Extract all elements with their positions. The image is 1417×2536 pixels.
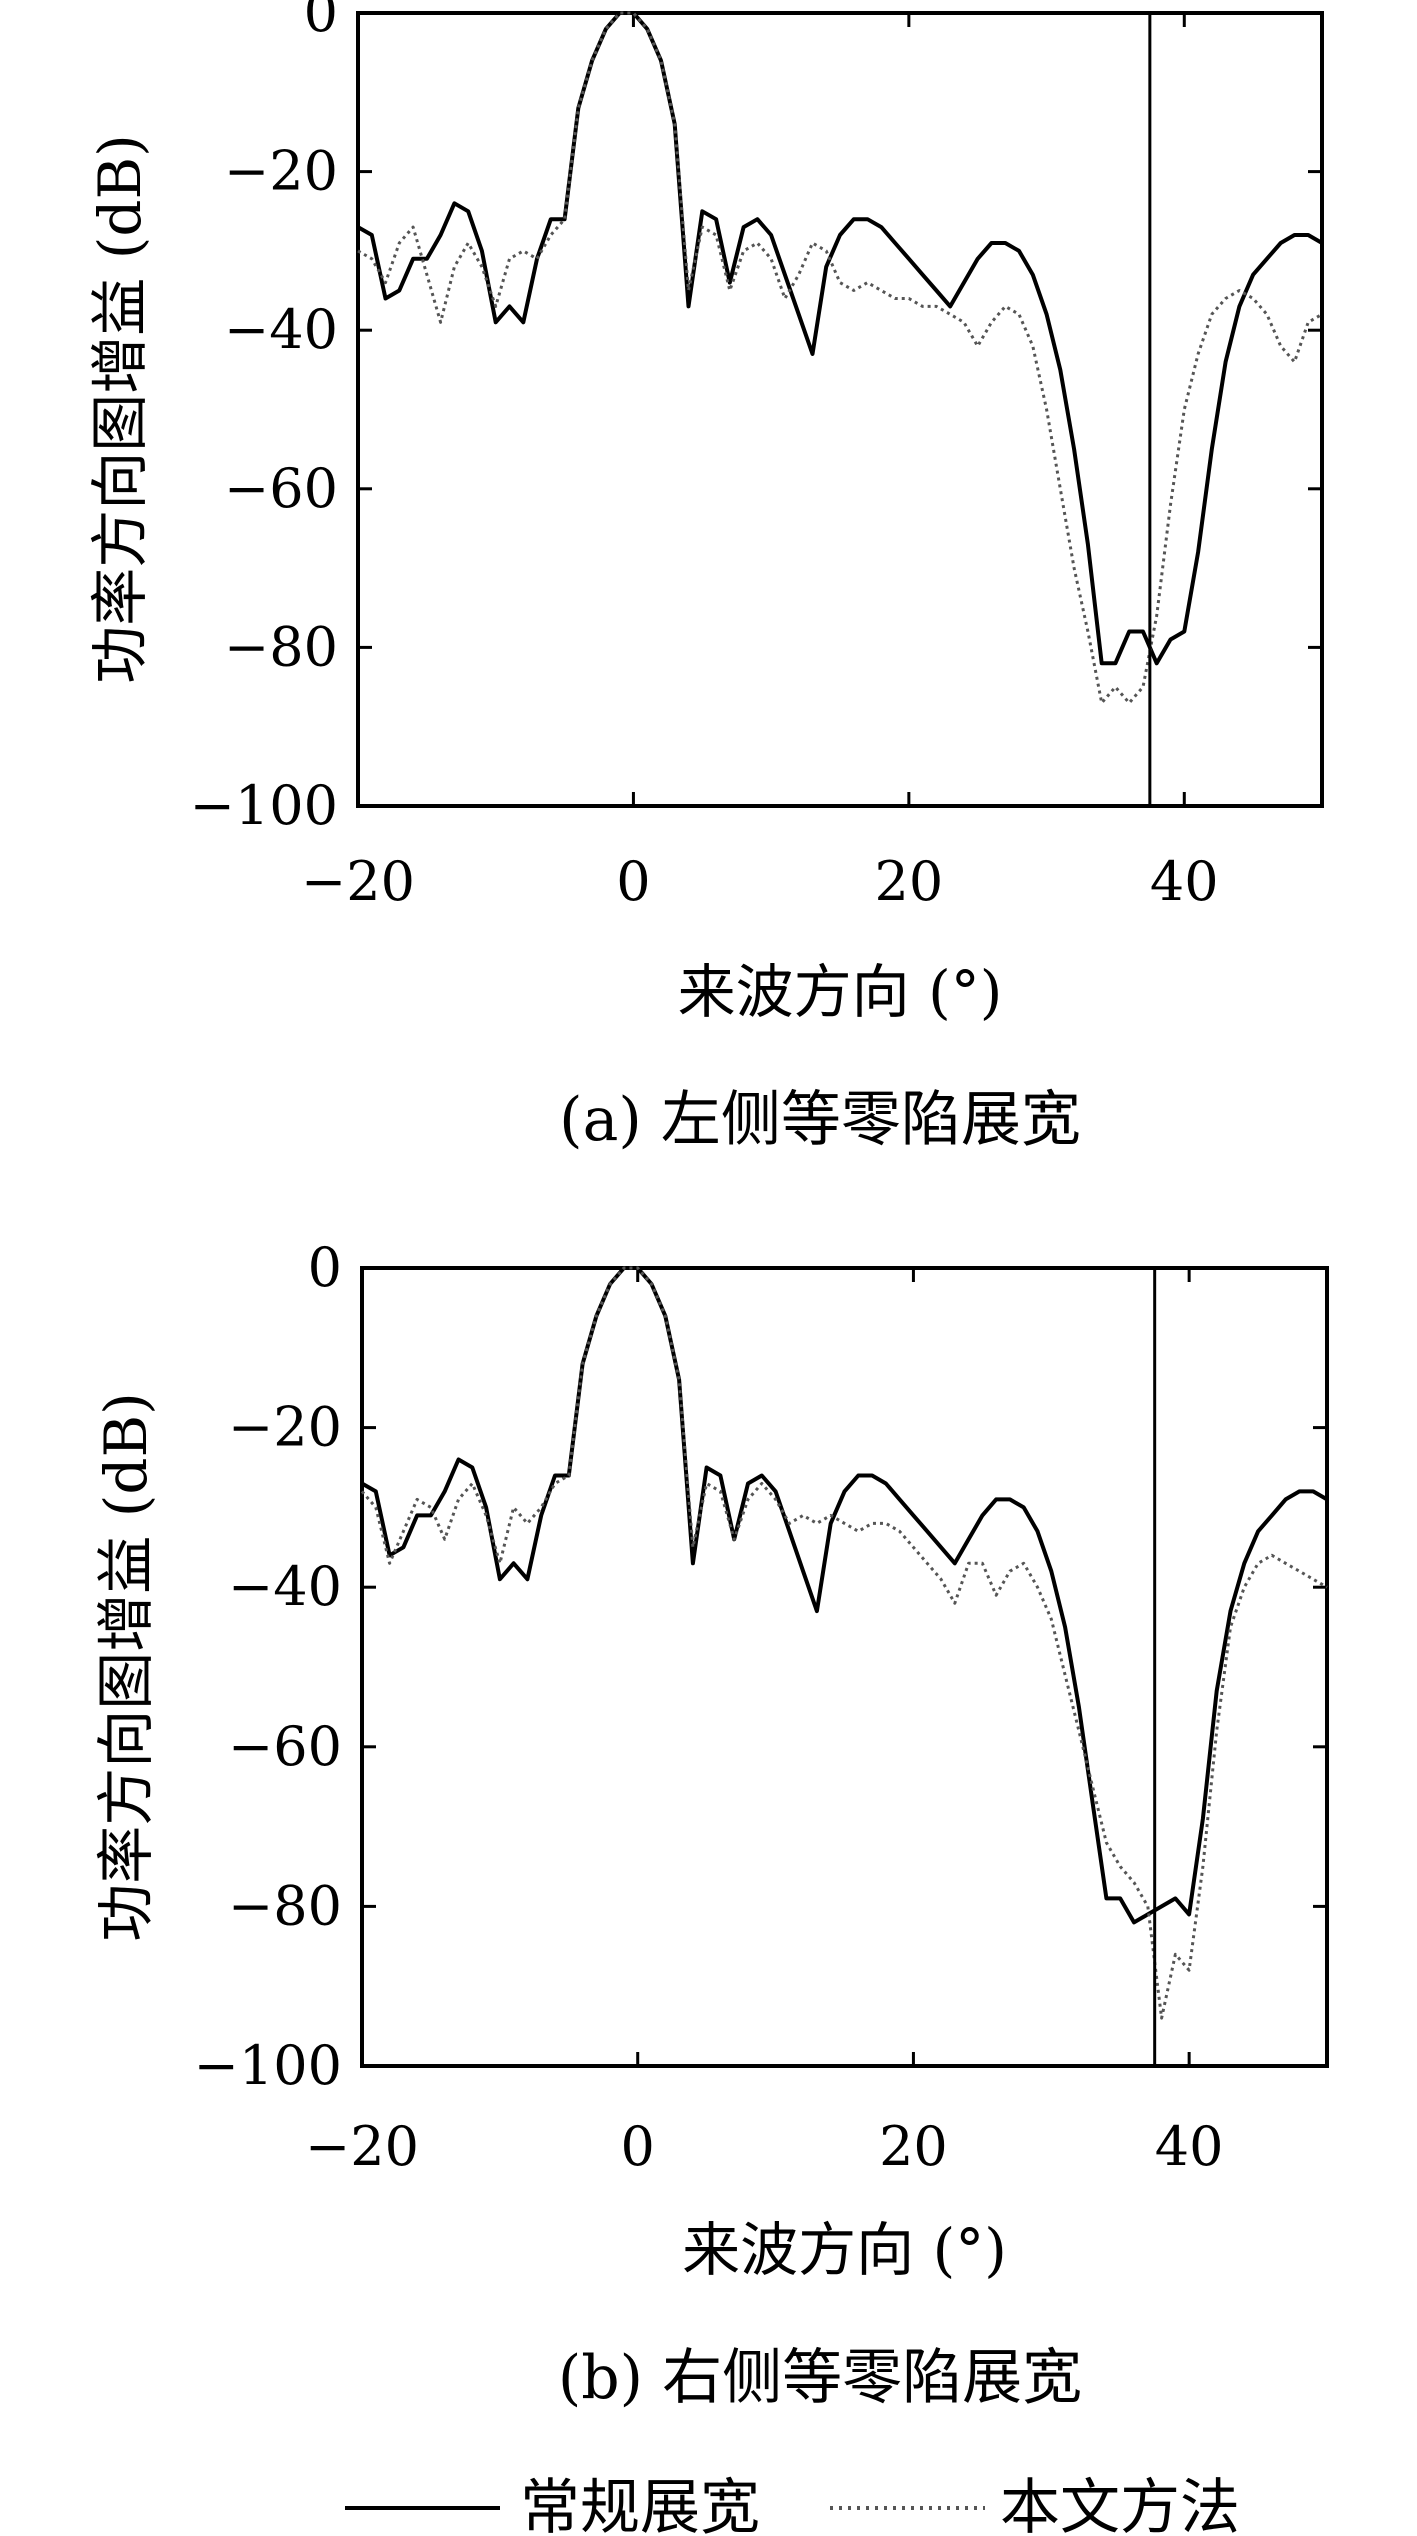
series-line-proposed [360,1266,1328,2020]
y-tick-label: −60 [228,1715,342,1778]
legend: 常规展宽 本文方法 [345,2473,1240,2536]
series-line-conventional [361,1266,1329,1925]
x-tick-label: 0 [616,850,650,913]
chart-caption: (b) 右侧等零陷展宽 [558,2343,1082,2413]
y-tick-label: −100 [194,2034,342,2097]
plot-frame [356,11,1324,808]
y-tick-label: 0 [308,1236,342,1299]
y-tick-label: −100 [190,774,338,837]
y-axis-title: 功率方向图增益 (dB) [86,134,154,683]
x-tick-label: −20 [305,2115,419,2178]
y-tick-label: −40 [228,1555,342,1618]
chart-caption: (a) 左侧等零陷展宽 [559,1085,1081,1155]
x-axis-title: 来波方向 (°) [678,958,1003,1026]
y-tick-label: −20 [224,140,338,203]
x-tick-label: 40 [1155,2115,1224,2178]
x-tick-label: 40 [1150,850,1219,913]
series-line-conventional [357,11,1324,666]
y-tick-label: −60 [224,457,338,520]
legend-label-conventional: 常规展宽 [520,2473,760,2536]
x-tick-label: 20 [879,2115,948,2178]
chart-b: 0 −20 −40 −60 −80 −100 −20 0 20 40 来波方向 (°) 功率方向图增益… [92,1236,1329,2413]
legend-label-proposed: 本文方法 [1000,2473,1240,2536]
y-tick-label: −40 [224,298,338,361]
x-axis-title: 来波方向 (°) [682,2216,1007,2284]
x-tick-label: 0 [621,2115,655,2178]
y-tick-label: 0 [304,0,338,44]
y-tick-label: −80 [228,1874,342,1937]
y-tick-label: −80 [224,615,338,678]
chart-a: 0 −20 −40 −60 −80 −100 −20 0 20 40 来波方向 (°) 功率方向图增益… [86,0,1324,1155]
x-tick-label: −20 [301,850,415,913]
series-line-proposed [357,11,1323,705]
y-axis-title: 功率方向图增益 (dB) [92,1392,160,1941]
x-tick-label: 20 [874,850,943,913]
plot-frame [360,1266,1329,2068]
y-tick-label: −20 [228,1396,342,1459]
